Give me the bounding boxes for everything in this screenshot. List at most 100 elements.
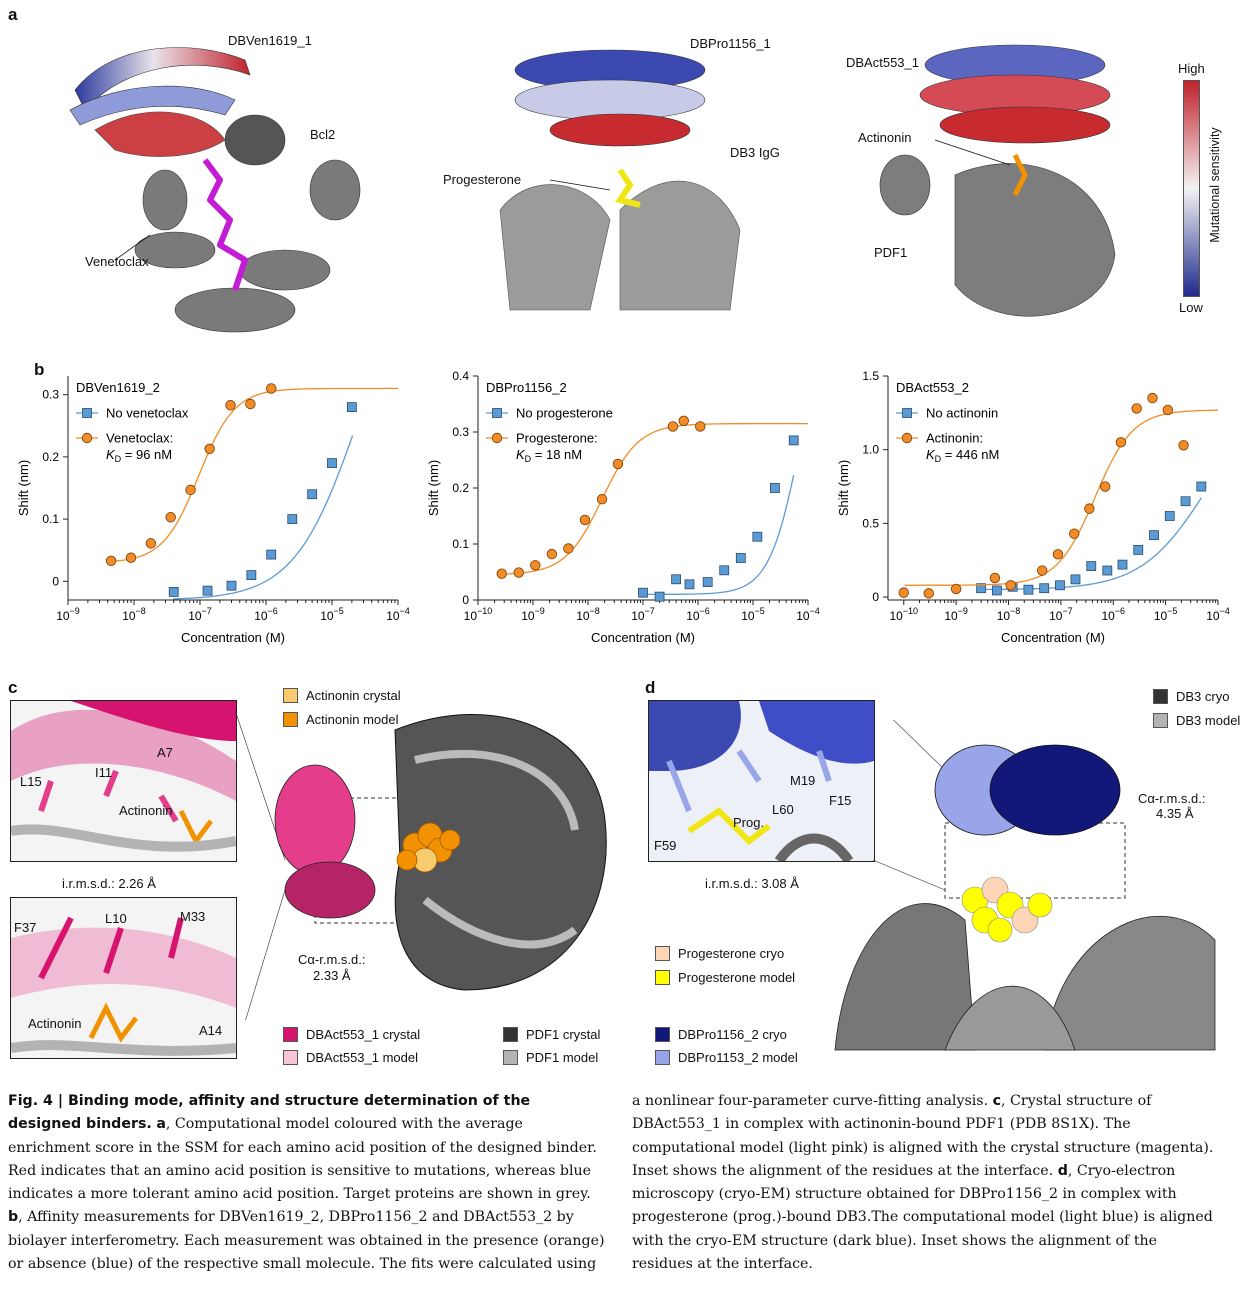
data-point — [288, 515, 297, 524]
legend-label-kd: KD = 96 nM — [106, 447, 172, 464]
data-point — [1116, 438, 1126, 448]
data-point — [992, 586, 1001, 595]
swatch-pdf1-crystal — [503, 1027, 518, 1042]
y-axis-label: Shift (nm) — [16, 460, 31, 516]
x-tick-label: 10−8 — [576, 606, 600, 623]
caption-d-label: d — [1058, 1163, 1068, 1179]
data-point — [328, 459, 337, 468]
ca-rmsd-c-line1: Cα-r.m.s.d.: — [298, 952, 365, 967]
legend-label: Actinonin model — [306, 712, 399, 727]
data-point — [770, 484, 779, 493]
data-point — [1040, 584, 1049, 593]
swatch-dbpro-cryo — [655, 1027, 670, 1042]
data-point — [308, 490, 317, 499]
caption-a-label: a — [156, 1116, 166, 1132]
label-progesterone: Progesterone — [443, 172, 521, 187]
data-point — [655, 592, 664, 601]
x-tick-label: 10−7 — [188, 606, 212, 623]
residue-l10: L10 — [105, 911, 127, 926]
data-point — [951, 584, 961, 594]
data-point — [1006, 580, 1016, 590]
panel-letter-d: d — [645, 678, 655, 698]
x-axis-label: Concentration (M) — [181, 630, 285, 645]
data-point — [1163, 405, 1173, 415]
legend-progesterone-cryo: Progesterone cryo — [655, 946, 784, 961]
data-point — [613, 459, 623, 469]
data-point — [1118, 560, 1127, 569]
legend-label: No venetoclax — [106, 406, 189, 421]
swatch-progesterone-model — [655, 970, 670, 985]
x-axis-label: Concentration (M) — [1001, 630, 1105, 645]
y-tick-label: 0.4 — [452, 369, 469, 383]
x-tick-label: 10−6 — [686, 606, 710, 623]
data-point — [347, 403, 356, 412]
data-point — [564, 544, 574, 554]
data-point — [1150, 531, 1159, 540]
caption-b-text: , Affinity measurements for DBVen1619_2,… — [8, 1209, 605, 1272]
data-point — [146, 539, 156, 549]
label-venetoclax: Venetoclax — [85, 254, 149, 269]
legend-marker — [83, 409, 92, 418]
swatch-db3-model — [1153, 713, 1168, 728]
y-axis-label: Shift (nm) — [426, 460, 441, 516]
legend-actinonin-model: Actinonin model — [283, 712, 399, 727]
legend-label: Progesterone: — [516, 431, 598, 446]
data-point — [166, 512, 176, 522]
x-tick-label: 10−8 — [122, 606, 146, 623]
colorbar-title: Mutational sensitivity — [1208, 127, 1222, 242]
irmsd-d: i.r.m.s.d.: 3.08 Å — [705, 876, 799, 891]
x-tick-label: 10−10 — [464, 606, 493, 623]
data-point — [1024, 585, 1033, 594]
structure-dbact553-pdf1 — [875, 35, 1155, 355]
legend-label: DBPro1153_2 model — [678, 1050, 798, 1065]
x-tick-label: 10−6 — [1101, 606, 1125, 623]
swatch-actinonin-crystal — [283, 688, 298, 703]
structure-c-main — [235, 700, 655, 1020]
x-tick-label: 10−4 — [796, 606, 820, 623]
caption-b-label: b — [8, 1209, 18, 1225]
data-point — [205, 444, 215, 454]
label-dbpro1156-1: DBPro1156_1 — [690, 36, 771, 51]
label-bcl2: Bcl2 — [310, 127, 335, 142]
legend-marker — [493, 409, 502, 418]
x-tick-label: 10−9 — [944, 606, 968, 623]
label-actinonin: Actinonin — [858, 130, 911, 145]
inset-bottom-actinonin: Actinonin — [28, 1016, 81, 1031]
data-point — [227, 581, 236, 590]
residue-l60: L60 — [772, 802, 794, 817]
data-point — [1197, 482, 1206, 491]
data-point — [990, 573, 1000, 583]
legend-label: Actinonin crystal — [306, 688, 401, 703]
chart-dbpro1156-2: 00.10.20.30.410−10 10−9 10−8 10−7 10−6 10−5 10… — [410, 362, 820, 662]
x-tick-label: 10−8 — [997, 606, 1021, 623]
data-point — [679, 416, 689, 426]
residue-l15: L15 — [20, 774, 42, 789]
y-tick-label: 0 — [872, 590, 879, 604]
residue-f59: F59 — [654, 838, 676, 853]
x-tick-label: 10−7 — [1049, 606, 1073, 623]
legend-pdf1-model: PDF1 model — [503, 1050, 598, 1065]
residue-i11: I11 — [95, 765, 112, 780]
panel-letter-a: a — [8, 5, 17, 25]
inset-top-c: L15 I11 A7 Actinonin — [10, 700, 237, 862]
data-point — [685, 580, 694, 589]
data-point — [899, 588, 909, 598]
x-tick-label: 10−4 — [1206, 606, 1230, 623]
legend-label: No actinonin — [926, 406, 998, 421]
legend-dbpro-cryo: DBPro1156_2 cryo — [655, 1027, 787, 1042]
legend-label: Progesterone model — [678, 970, 795, 985]
chart-title: DBAct553_2 — [896, 380, 969, 395]
y-tick-label: 0 — [462, 593, 469, 607]
ca-rmsd-d-line2: 4.35 Å — [1156, 806, 1194, 821]
legend-label: DBAct553_1 crystal — [306, 1027, 420, 1042]
chart-dbact553-2: 00.51.01.510−10 10−9 10−8 10−7 10−6 10−5 10−4C… — [820, 362, 1230, 662]
ca-rmsd-d-line1: Cα-r.m.s.d.: — [1138, 791, 1205, 806]
swatch-dbact-crystal — [283, 1027, 298, 1042]
swatch-pdf1-model — [503, 1050, 518, 1065]
x-tick-label: 10−9 — [56, 606, 80, 623]
legend-label: Actinonin: — [926, 431, 983, 446]
structure-dbven1619-bcl2 — [55, 20, 375, 355]
data-point — [106, 556, 116, 566]
caption-right-p1: a nonlinear four-parameter curve-fitting… — [632, 1093, 988, 1109]
legend-label: Progesterone cryo — [678, 946, 784, 961]
